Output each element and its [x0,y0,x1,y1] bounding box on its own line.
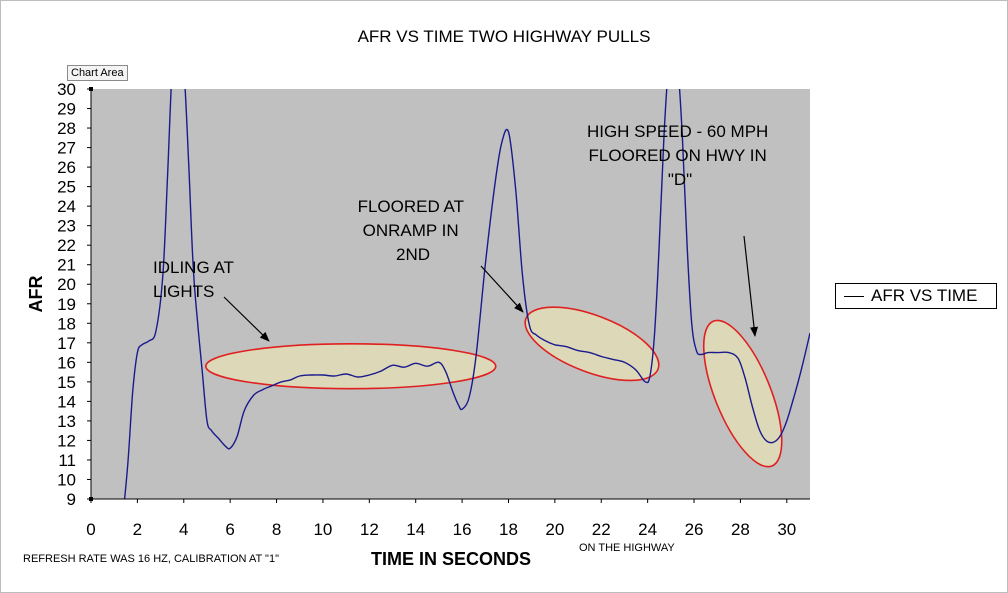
chart-title: AFR VS TIME TWO HIGHWAY PULLS [357,27,651,46]
x-tick-label: 22 [592,520,611,539]
y-tick-label: 27 [57,139,76,158]
y-tick-label: 21 [57,256,76,275]
footnote: REFRESH RATE WAS 16 HZ, CALIBRATION AT "… [23,553,279,565]
x-tick-label: 4 [179,520,188,539]
chart-area-tooltip: Chart Area [67,65,128,81]
x-tick-label: 26 [685,520,704,539]
x-tick-label: 6 [225,520,234,539]
legend-entry-label: AFR VS TIME [871,286,978,305]
y-tick-label: 29 [57,100,76,119]
y-tick-label: 28 [57,119,76,138]
y-tick-label: 15 [57,373,76,392]
series-line-afr-vs-time[interactable] [123,62,810,499]
y-axis-label: AFR [26,276,46,313]
x-tick-label: 12 [360,520,379,539]
y-tick-label: 23 [57,217,76,236]
selection-handle[interactable] [89,87,93,91]
y-tick-label: 14 [57,392,76,411]
x-tick-label: 0 [86,520,95,539]
annotation-idling: IDLING AT LIGHTS [153,258,238,301]
y-tick-label: 25 [57,178,76,197]
y-tick-label: 20 [57,275,76,294]
x-tick-label: 28 [731,520,750,539]
y-tick-label: 22 [57,236,76,255]
arrow-onramp [480,265,524,313]
annotation-arrows [223,235,758,342]
y-tick-label: 30 [57,80,76,99]
y-tick-label: 16 [57,353,76,372]
x-tick-label: 20 [545,520,564,539]
ellipse-highway [702,319,783,468]
y-tick-label: 19 [57,295,76,314]
x-tick-label: 14 [406,520,425,539]
y-tick-label: 17 [57,334,76,353]
y-tick-label: 26 [57,158,76,177]
y-tick-label: 12 [57,431,76,450]
selection-handle[interactable] [89,497,93,501]
legend-line-swatch [844,295,864,297]
arrow-idling [223,296,270,342]
y-tick-label: 10 [57,470,76,489]
ellipse-idling [205,342,497,390]
x-tick-label: 8 [272,520,281,539]
y-tick-label: 13 [57,412,76,431]
annotation-on-the-highway: ON THE HIGHWAY [579,542,675,554]
x-tick-label: 16 [453,520,472,539]
x-tick-label: 18 [499,520,518,539]
x-tick-label: 10 [313,520,332,539]
annotation-onramp: FLOORED AT ONRAMP IN 2ND [358,197,469,264]
annotation-highway: HIGH SPEED - 60 MPH FLOORED ON HWY IN "D… [587,122,773,189]
y-tick-label: 11 [58,451,76,470]
x-tick-label: 24 [638,520,657,539]
y-tick-label: 9 [67,490,76,509]
x-tick-label: 30 [777,520,796,539]
y-tick-label: 18 [57,314,76,333]
x-axis-label: TIME IN SECONDS [371,549,531,569]
x-tick-label: 2 [133,520,142,539]
y-tick-label: 24 [57,197,76,216]
legend[interactable]: AFR VS TIME [835,283,997,309]
arrow-highway [743,235,758,337]
